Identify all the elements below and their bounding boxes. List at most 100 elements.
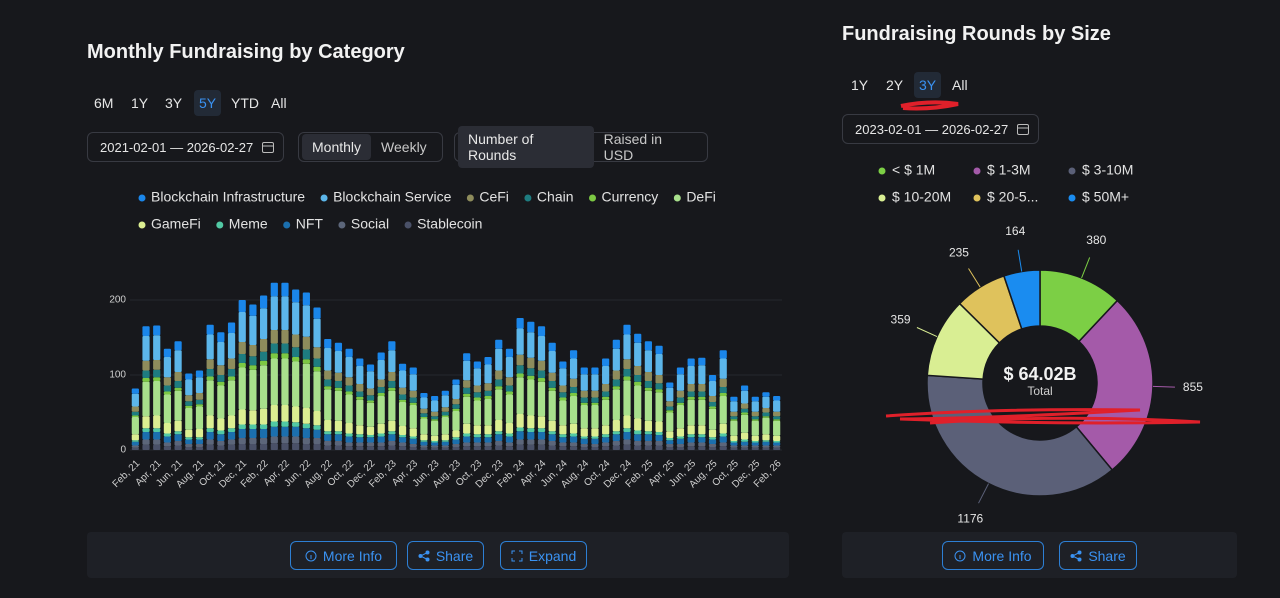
toggle-option[interactable]: Monthly (302, 134, 372, 160)
bar-segment (270, 296, 278, 330)
bar-segment (484, 446, 492, 450)
bar-segment (420, 413, 428, 417)
bar-segment (388, 434, 396, 441)
footer (842, 532, 1237, 578)
bar-segment (313, 371, 321, 411)
bar-segment (409, 444, 417, 447)
bar-segment (292, 443, 300, 450)
bar-segment (644, 350, 652, 372)
slice-label: 380 (1086, 233, 1106, 247)
range-button[interactable]: YTD (231, 95, 259, 111)
bar-segment (580, 367, 588, 375)
bar-segment (398, 446, 407, 450)
bar-segment (644, 420, 652, 432)
bar-segment (195, 370, 204, 378)
bar-segment (698, 442, 706, 447)
range-button[interactable]: 5Y (194, 90, 222, 116)
bar-segment (676, 436, 685, 439)
bar-segment (366, 400, 375, 403)
range-button[interactable]: 1Y (131, 95, 149, 111)
bar-segment (324, 389, 332, 420)
share-button[interactable]: Share (1059, 541, 1137, 570)
bar-segment (366, 371, 375, 389)
more-info-button[interactable]: More Info (942, 541, 1044, 570)
date-picker[interactable]: 2023-02-01 — 2026-02-27 (842, 114, 1039, 144)
slice-label: 1176 (957, 511, 983, 525)
bar-segment (676, 444, 685, 447)
bar-segment (324, 445, 332, 450)
bar-segment (708, 396, 717, 402)
bar-segment (698, 434, 706, 438)
range-button[interactable]: 1Y (851, 77, 869, 93)
bar-segment (441, 434, 449, 441)
bar-segment (345, 446, 353, 450)
legend-label: < $ 1M (892, 162, 935, 178)
bar-segment (409, 436, 417, 439)
bar-segment (163, 446, 172, 450)
bar-segment (174, 431, 182, 435)
toggle-option[interactable]: Weekly (381, 139, 427, 155)
bar-segment (174, 434, 182, 441)
bar-segment (420, 445, 428, 448)
more-info-button[interactable]: More Info (290, 541, 397, 570)
bar-segment (281, 343, 289, 354)
bar-segment (356, 437, 364, 443)
bar-segment (238, 300, 246, 312)
range-button[interactable]: 3Y (914, 72, 942, 98)
bar-segment (634, 366, 642, 375)
bar-segment (249, 365, 257, 370)
bar-segment (249, 369, 257, 411)
bar-segment (195, 399, 204, 405)
toggle-option[interactable]: Raised in USD (603, 131, 663, 163)
info-icon (305, 550, 317, 561)
bar-segment (238, 438, 246, 444)
range-button[interactable]: 6M (94, 95, 114, 111)
bar-segment (516, 439, 524, 445)
bar-segment (217, 375, 225, 382)
legend-swatch (138, 221, 146, 229)
bar-segment (356, 425, 364, 435)
range-button[interactable]: All (952, 77, 968, 93)
y-tick-label: 200 (109, 295, 126, 306)
bar-segment (366, 364, 375, 372)
bar-segment (698, 365, 706, 384)
bar-segment (495, 441, 503, 446)
range-button[interactable]: 3Y (165, 95, 183, 111)
legend-label: Stablecoin (417, 216, 482, 232)
bar-segment (398, 426, 407, 435)
legend-label: $ 3-10M (1082, 162, 1133, 178)
toggle-option[interactable]: Number of Rounds (458, 126, 594, 168)
bar-segment (762, 396, 770, 408)
bar-segment (495, 370, 503, 380)
bar-segment (227, 333, 236, 359)
bar-segment (238, 429, 246, 438)
bar-segment (142, 416, 150, 429)
bar-segment (334, 441, 343, 446)
legend-label: $ 1-3M (987, 162, 1031, 178)
bar-segment (452, 399, 460, 405)
bar-segment (131, 447, 139, 450)
bar-segment (527, 375, 535, 380)
bar-segment (473, 392, 481, 398)
range-button[interactable]: 2Y (886, 77, 904, 93)
bar-segment (153, 325, 161, 336)
bar-segment (270, 436, 278, 444)
bar-segment (366, 446, 375, 450)
bar-segment (740, 445, 749, 448)
bar-segment (131, 440, 139, 442)
bar-segment (388, 381, 396, 388)
bar-segment (730, 420, 738, 436)
expand-icon (511, 550, 523, 561)
bar-segment (687, 358, 695, 366)
share-button[interactable]: Share (407, 541, 484, 570)
bar-segment (292, 406, 300, 423)
bar-segment (441, 411, 449, 416)
bar-segment (302, 363, 310, 408)
date-picker[interactable]: 2021-02-01 — 2026-02-27 (87, 132, 284, 162)
bar-segment (452, 437, 460, 440)
range-button[interactable]: All (271, 95, 287, 111)
bar-segment (676, 367, 685, 375)
bar-segment (270, 353, 278, 359)
bar-segment (441, 415, 449, 417)
expand-button[interactable]: Expand (500, 541, 587, 570)
